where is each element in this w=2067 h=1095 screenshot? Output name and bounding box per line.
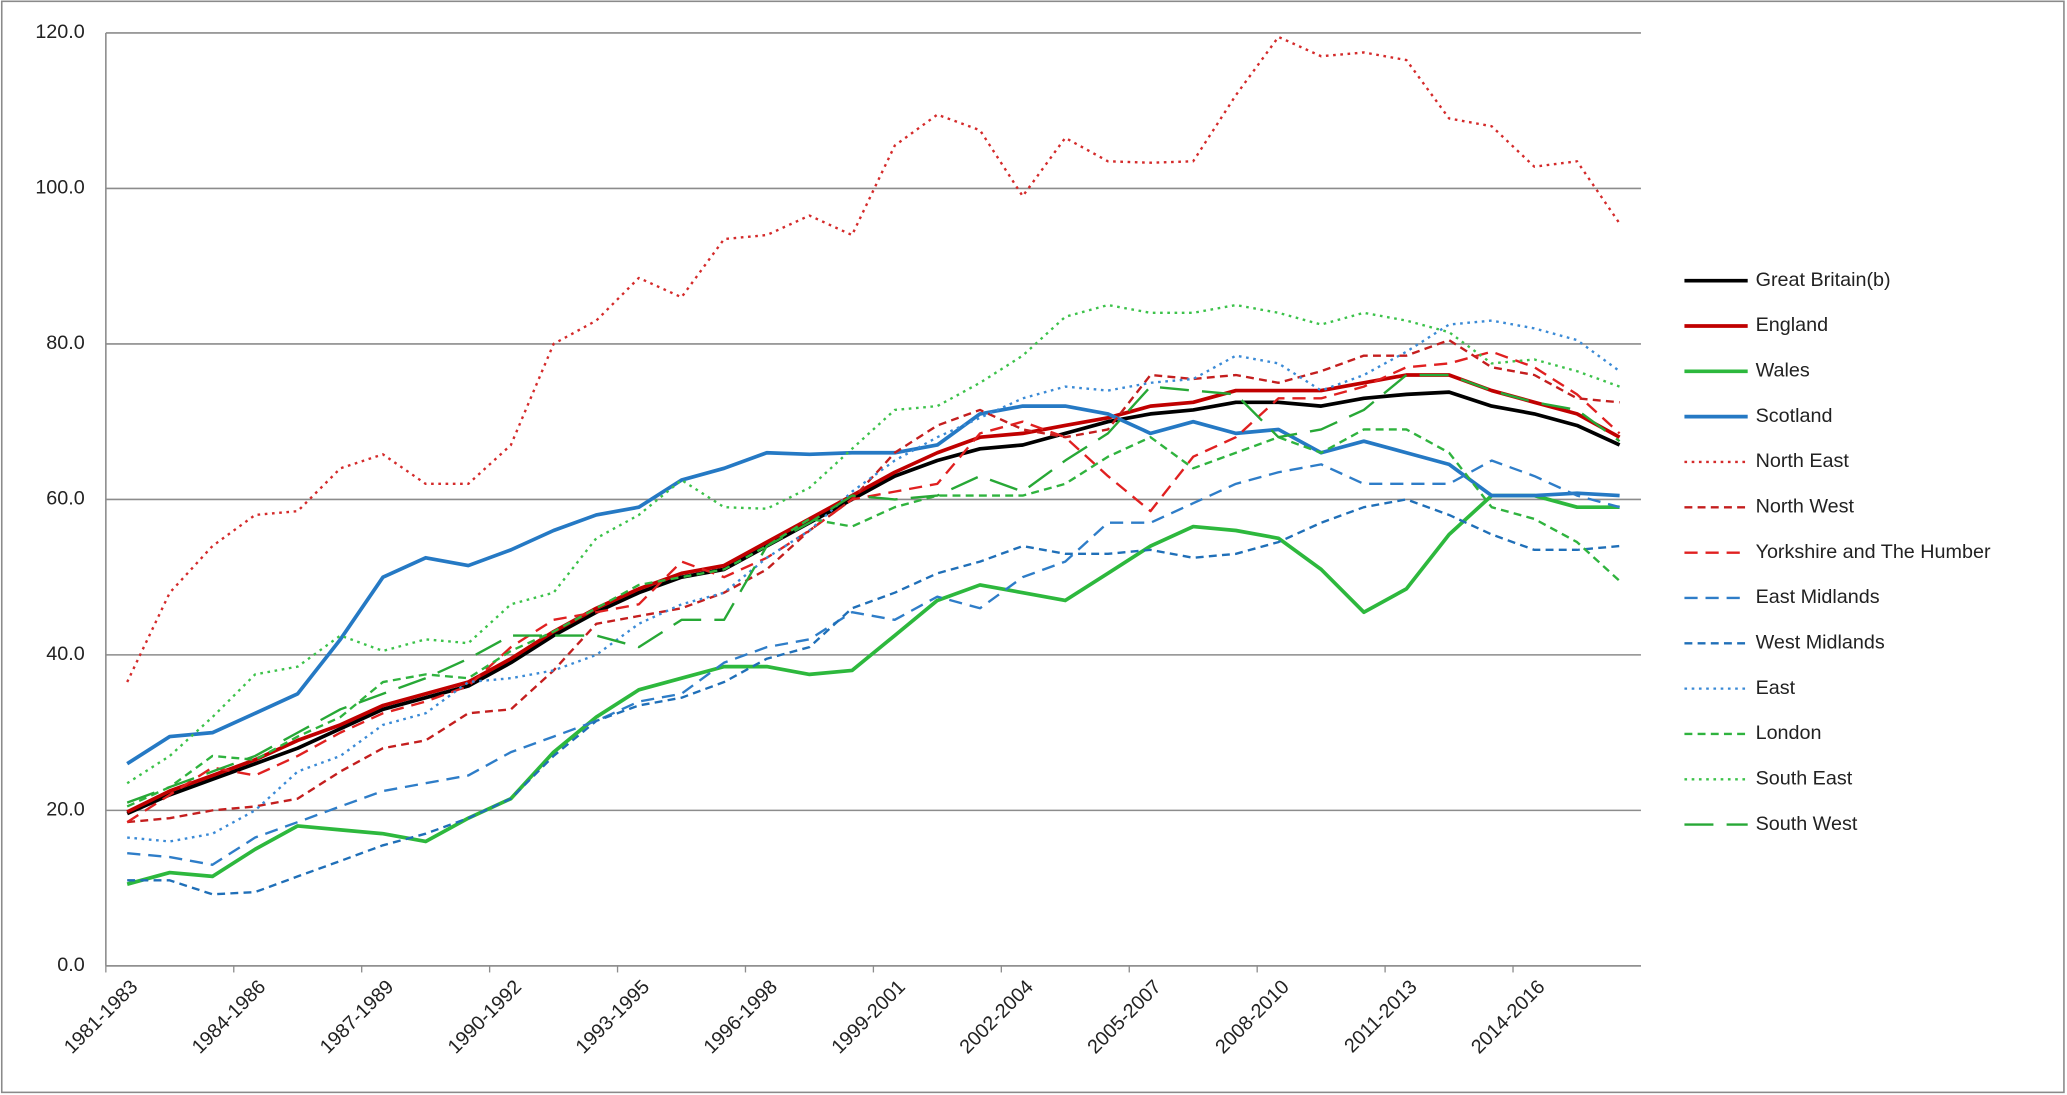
series-line — [126, 350, 1621, 824]
legend-label: West Midlands — [1756, 632, 1885, 654]
series-line — [127, 459, 1620, 866]
legend-label: Wales — [1756, 360, 1810, 382]
series-line — [126, 373, 1621, 814]
legend-label: South West — [1756, 813, 1858, 835]
legend-label: North West — [1756, 496, 1855, 518]
legend-label: North East — [1756, 450, 1850, 472]
legend-label: East — [1756, 677, 1796, 699]
series-line — [126, 493, 1620, 886]
y-tick-label: 20.0 — [46, 799, 84, 821]
y-tick-label: 0.0 — [57, 954, 84, 976]
series-line — [126, 303, 1621, 785]
y-tick-label: 40.0 — [46, 643, 84, 665]
legend-label: Scotland — [1756, 405, 1833, 427]
y-tick-label: 60.0 — [46, 488, 84, 510]
y-tick-label: 120.0 — [35, 21, 84, 43]
series-line — [126, 373, 1621, 804]
legend-label: East Midlands — [1756, 586, 1880, 608]
series-line — [126, 35, 1621, 683]
y-tick-label: 80.0 — [46, 332, 84, 354]
series-line — [126, 404, 1620, 766]
legend-label: Yorkshire and The Humber — [1756, 541, 1991, 563]
y-tick-label: 100.0 — [35, 177, 84, 199]
series-line — [126, 390, 1621, 816]
legend-label: England — [1756, 314, 1828, 336]
legend-label: Great Britain(b) — [1756, 269, 1891, 291]
legend-label: South East — [1756, 768, 1853, 790]
legend-label: London — [1756, 722, 1822, 744]
series-line — [126, 428, 1621, 808]
